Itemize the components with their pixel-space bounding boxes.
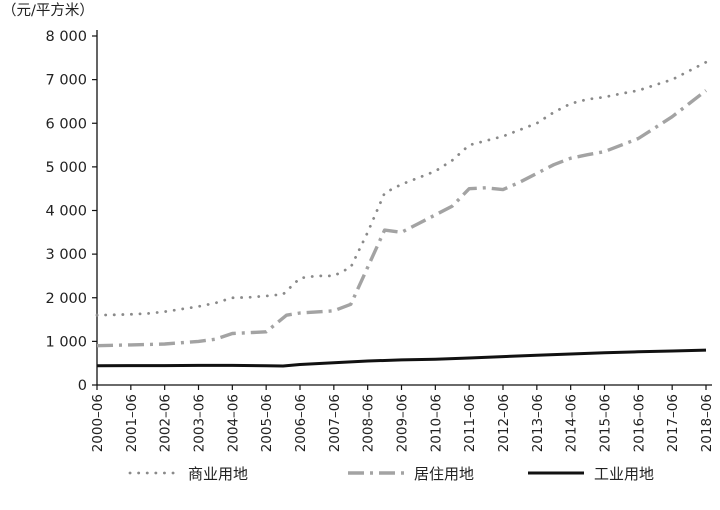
y-tick-label: 0 — [78, 378, 87, 394]
x-tick-label: 2001–06 — [124, 394, 140, 452]
series-line-3 — [96, 348, 707, 368]
x-tick-label: 2012–06 — [496, 394, 512, 452]
y-tick-label: 6 000 — [45, 116, 87, 132]
y-tick-label: 3 000 — [45, 247, 87, 263]
plot-area: 0 1 000 2 000 3 000 4 000 5 000 6 000 7 000 8 00… — [45, 29, 715, 452]
x-tick-label: 2005–06 — [259, 394, 275, 452]
x-tick-label: 2009–06 — [395, 394, 411, 452]
x-tick-label: 2011–06 — [462, 394, 478, 452]
x-tick-label: 2010–06 — [428, 394, 444, 452]
x-tick-label: 2018–06 — [699, 394, 715, 452]
y-tick-label: 2 000 — [45, 291, 87, 307]
x-tick-label: 2002–06 — [158, 394, 174, 452]
x-tick-label: 2017–06 — [665, 394, 681, 452]
legend-label-3: 工业用地 — [594, 465, 654, 483]
y-tick-label: 8 000 — [45, 29, 87, 45]
legend-label-1: 商业用地 — [188, 465, 248, 483]
y-axis-label: （元/平方米） — [2, 2, 94, 19]
x-tick-label: 2007–06 — [327, 394, 343, 452]
y-tick-label: 4 000 — [45, 204, 87, 220]
legend-label-2: 居住用地 — [414, 465, 474, 483]
x-tick-label: 2016–06 — [631, 394, 647, 452]
x-tick-label: 2015–06 — [598, 394, 614, 452]
x-tick-label: 2006–06 — [293, 394, 309, 452]
x-tick-label: 2003–06 — [192, 394, 208, 452]
y-tick-label: 7 000 — [45, 73, 87, 89]
series-line-2 — [96, 89, 708, 348]
legend: 商业用地 居住用地 工业用地 — [128, 465, 654, 483]
series-line-1 — [95, 60, 708, 317]
x-tick-label: 2014–06 — [564, 394, 580, 452]
x-tick-label: 2004–06 — [225, 394, 241, 452]
x-tick-label: 2000–06 — [90, 394, 106, 452]
y-tick-label: 1 000 — [45, 334, 87, 350]
x-tick-label: 2013–06 — [530, 394, 546, 452]
y-tick-label: 5 000 — [45, 160, 87, 176]
x-tick-label: 2008–06 — [361, 394, 377, 452]
